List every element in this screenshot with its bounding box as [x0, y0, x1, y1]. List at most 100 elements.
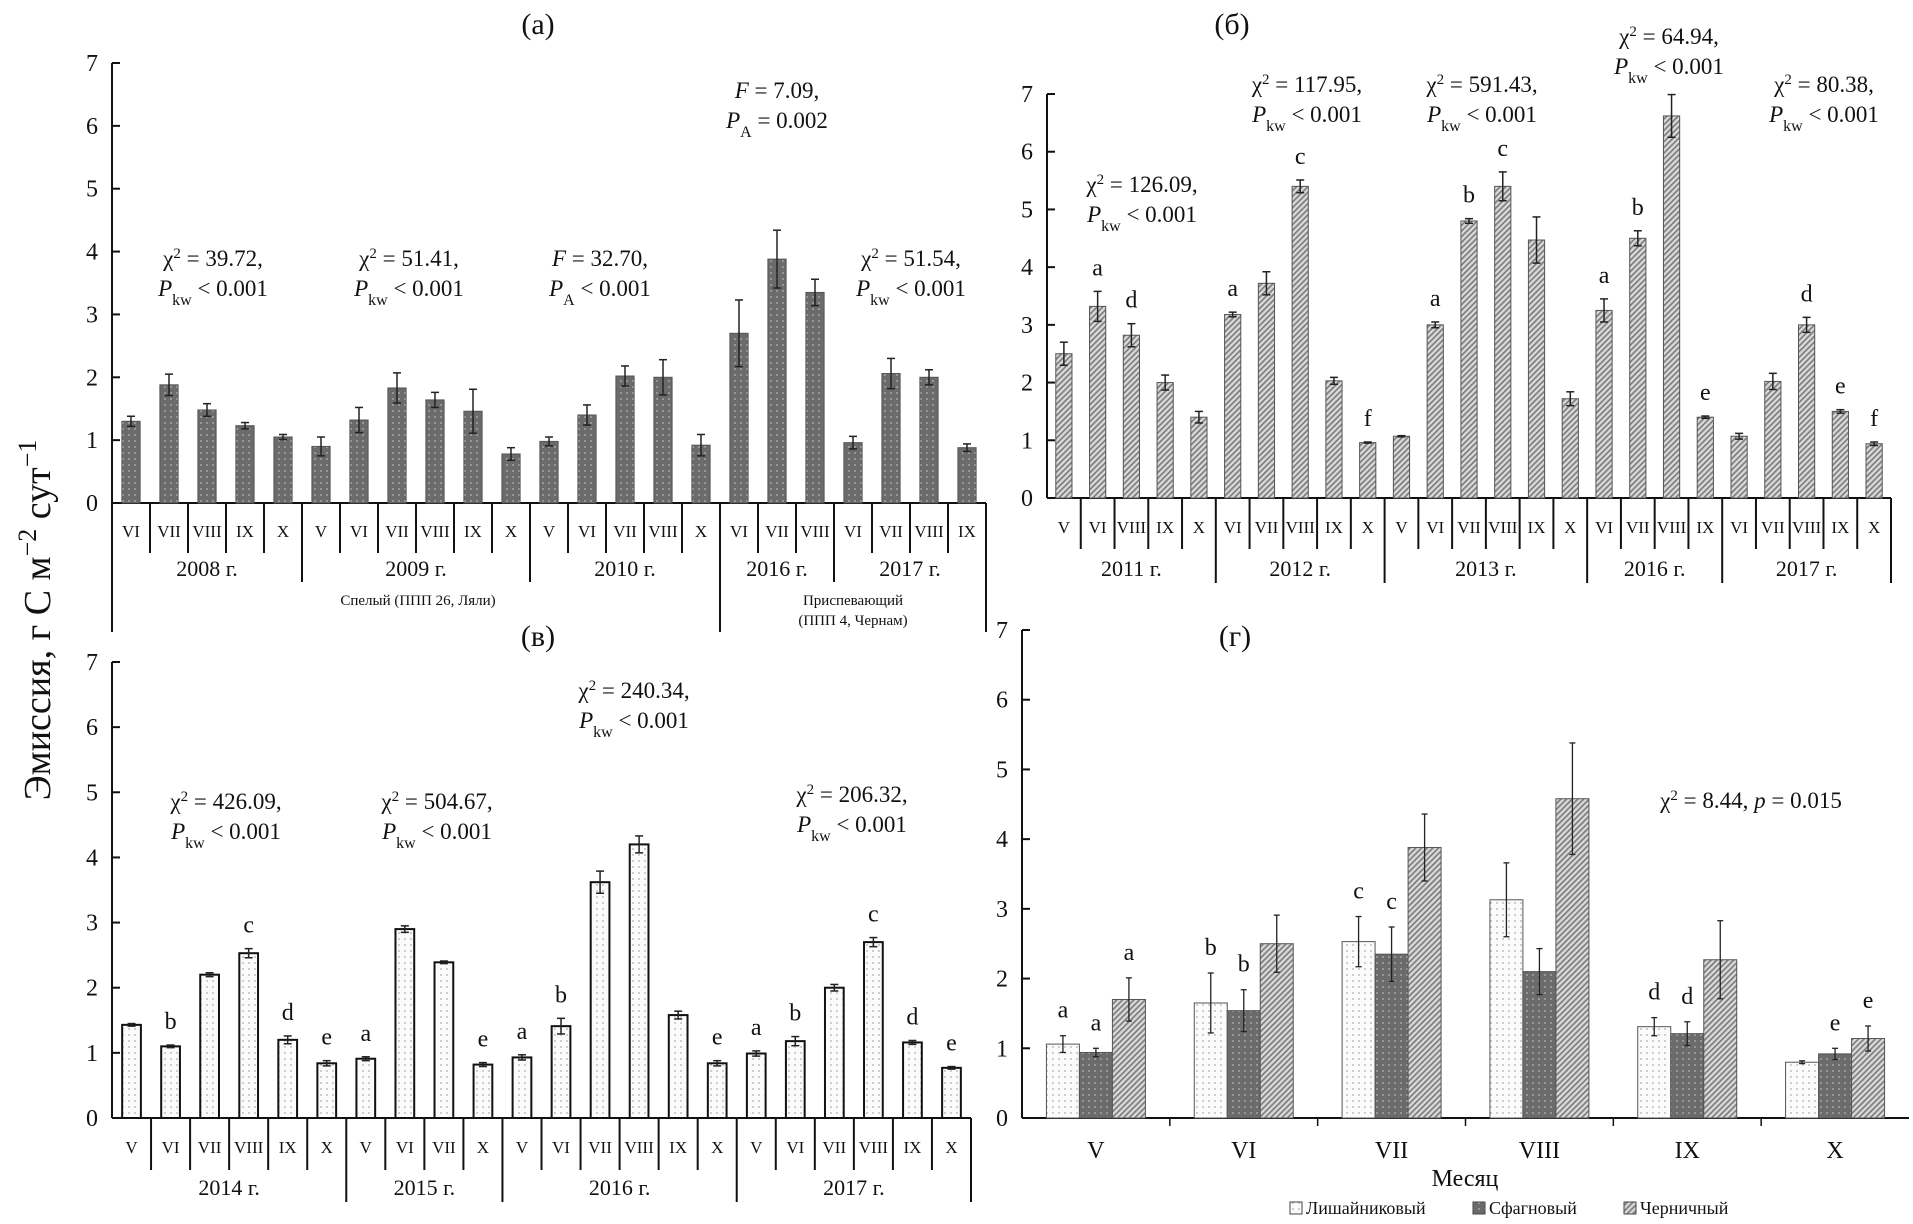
bar — [1494, 185, 1512, 499]
y-tick-label: 4 — [86, 240, 98, 266]
y-tick-label: 6 — [86, 715, 98, 741]
bar — [277, 1038, 299, 1120]
bar — [1325, 380, 1343, 499]
bar — [550, 1025, 572, 1119]
significance-letter: b — [165, 1009, 177, 1035]
y-tick-label: 7 — [86, 51, 98, 77]
bar — [1190, 416, 1208, 499]
month-label: VI — [1595, 518, 1613, 537]
p-value-annotation: Pkw < 0.001 — [157, 276, 268, 309]
significance-letter: a — [1124, 940, 1135, 966]
bar — [628, 843, 650, 1120]
month-label: IX — [1675, 1138, 1700, 1164]
significance-letter: c — [1497, 136, 1508, 162]
bar — [355, 1057, 377, 1119]
y-tick-label: 0 — [86, 491, 98, 517]
significance-letter: e — [1830, 1010, 1841, 1036]
legend-label: Черничный — [1640, 1198, 1729, 1218]
month-label: V — [1058, 518, 1071, 537]
month-label: X — [1868, 518, 1880, 537]
year-label: 2016 г. — [589, 1175, 651, 1200]
month-label: VI — [844, 522, 862, 541]
y-tick-label: 1 — [86, 428, 98, 454]
month-label: VII — [385, 522, 409, 541]
bar — [919, 376, 939, 504]
month-label: VI — [786, 1138, 804, 1157]
month-label: V — [543, 522, 556, 541]
month-label: X — [1193, 518, 1205, 537]
bar — [1797, 324, 1816, 499]
panel-title: (г) — [1219, 620, 1251, 653]
month-label: IX — [464, 522, 482, 541]
p-value-annotation: Pkw < 0.001 — [855, 276, 966, 309]
stat-annotation: χ2 = 126.09, — [1085, 172, 1197, 197]
month-label: VI — [396, 1138, 414, 1157]
bar — [1696, 416, 1714, 499]
month-label: VII — [613, 522, 637, 541]
stat-annotation: F = 7.09, — [734, 78, 820, 103]
y-tick-label: 3 — [86, 911, 98, 937]
stand-group-label: Приспевающий — [803, 593, 903, 609]
y-tick-label: 5 — [86, 177, 98, 203]
panel-title: (б) — [1214, 8, 1249, 41]
month-label: IX — [958, 522, 976, 541]
month-label: VIII — [420, 522, 450, 541]
significance-letter: a — [751, 1015, 762, 1041]
stat-annotation: χ2 = 206.32, — [795, 782, 907, 807]
year-label: 2011 г. — [1101, 556, 1162, 581]
bar — [235, 425, 255, 504]
bar — [1527, 239, 1546, 499]
bar — [433, 961, 455, 1120]
year-label: 2017 г. — [1776, 556, 1838, 581]
month-label: VI — [162, 1138, 180, 1157]
p-value-annotation: Pkw < 0.001 — [170, 819, 281, 852]
significance-letter: c — [868, 902, 879, 928]
month-label: X — [477, 1138, 489, 1157]
month-label: VII — [879, 522, 903, 541]
stat-annotation: χ2 = 8.44, p = 0.015 — [1659, 788, 1842, 813]
bar — [199, 973, 220, 1120]
stat-annotation: F = 32.70, — [551, 246, 648, 271]
year-label: 2012 г. — [1269, 556, 1331, 581]
month-label: V — [315, 522, 328, 541]
month-label: V — [125, 1138, 138, 1157]
stat-annotation: χ2 = 240.34, — [577, 678, 689, 703]
bar — [387, 387, 407, 504]
month-label: IX — [1528, 518, 1546, 537]
significance-letter: d — [906, 1004, 918, 1030]
y-tick-label: 6 — [1021, 140, 1033, 166]
p-value-annotation: Pkw < 0.001 — [1086, 202, 1197, 235]
bar — [1595, 309, 1613, 499]
bar-1 — [1078, 1051, 1113, 1119]
y-tick-label: 0 — [1021, 486, 1033, 512]
y-tick-label: 2 — [1021, 371, 1033, 397]
significance-letter: d — [1648, 980, 1660, 1006]
significance-letter: f — [1870, 406, 1878, 432]
month-label: X — [277, 522, 289, 541]
stat-annotation: χ2 = 51.54, — [860, 246, 961, 271]
month-label: V — [750, 1138, 763, 1157]
bar — [843, 442, 863, 504]
significance-letter: e — [321, 1025, 332, 1051]
y-tick-label: 3 — [86, 302, 98, 328]
y-tick-label: 0 — [86, 1106, 98, 1132]
significance-letter: a — [1227, 276, 1238, 302]
y-tick-label: 2 — [86, 976, 98, 1002]
bar — [539, 440, 559, 504]
y-tick-label: 2 — [996, 967, 1008, 993]
stat-annotation: χ2 = 51.41, — [358, 246, 459, 271]
bar-1 — [1818, 1053, 1853, 1119]
month-label: VII — [1375, 1138, 1408, 1164]
bar — [501, 453, 521, 504]
month-label: VI — [350, 522, 368, 541]
month-label: V — [516, 1138, 529, 1157]
month-label: VI — [1426, 518, 1444, 537]
bar — [316, 1062, 338, 1120]
p-value-annotation: Pkw < 0.001 — [796, 812, 907, 845]
month-label: VII — [1626, 518, 1650, 537]
month-label: V — [1087, 1138, 1105, 1164]
y-tick-label: 7 — [86, 650, 98, 676]
bar — [653, 376, 673, 504]
